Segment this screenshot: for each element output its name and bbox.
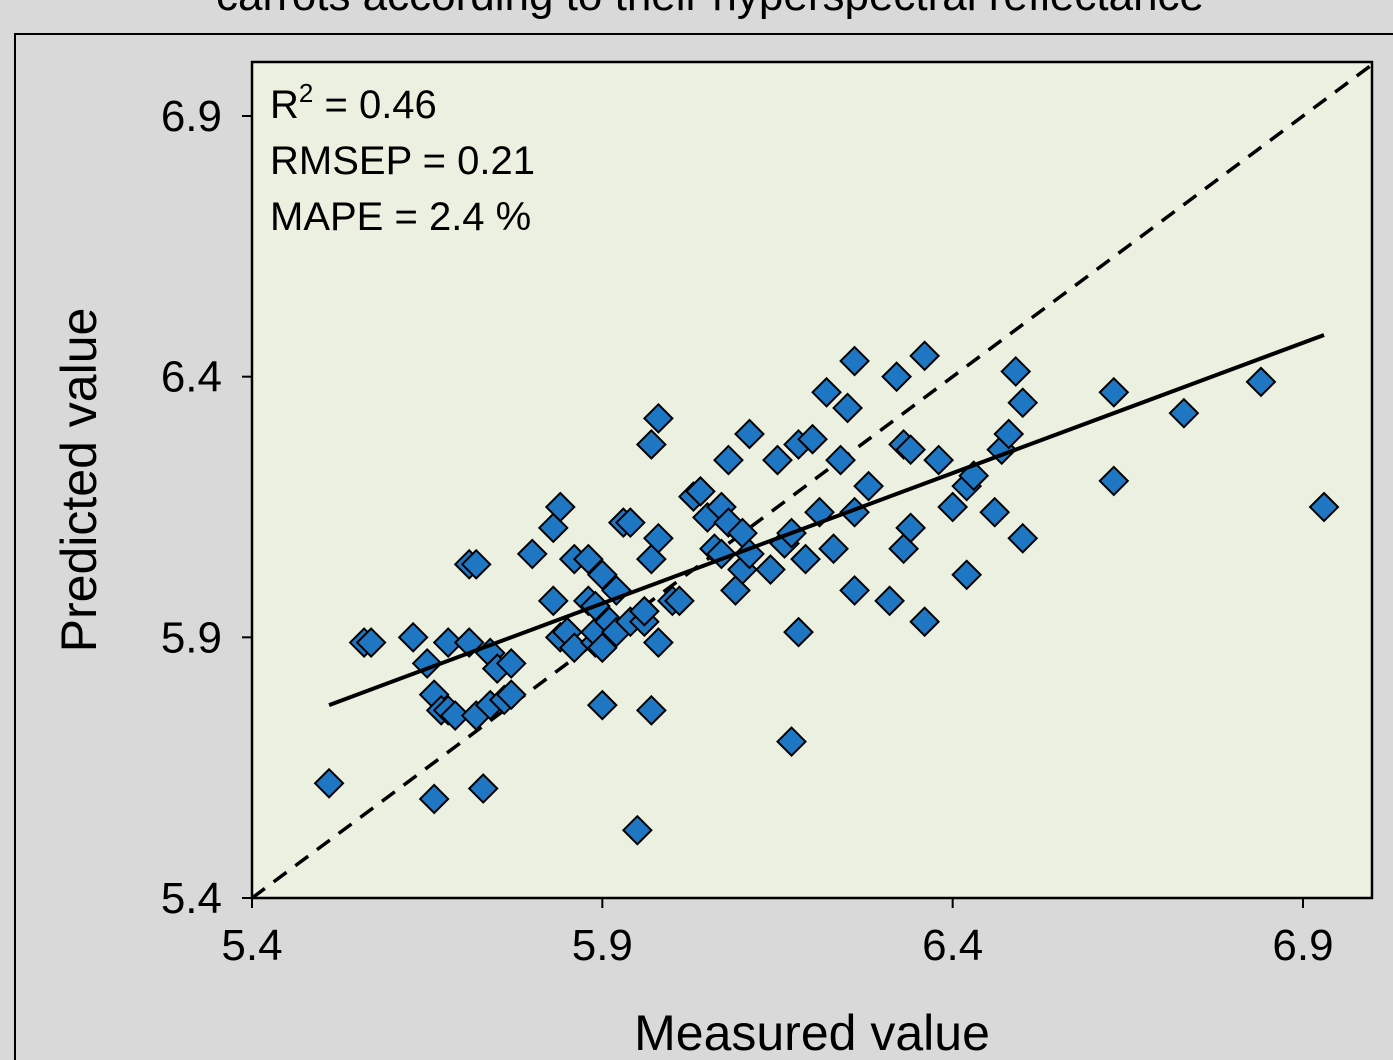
data-point — [818, 533, 849, 565]
data-point — [635, 429, 667, 460]
data-point — [1007, 387, 1039, 419]
plot-area — [250, 60, 1374, 900]
data-point — [586, 559, 618, 591]
data-point — [1098, 465, 1130, 497]
data-point — [313, 767, 345, 799]
data-point — [495, 647, 527, 679]
r2-stat: R2 = 0.46 — [270, 78, 437, 127]
data-point — [544, 491, 576, 523]
data-point — [755, 554, 786, 585]
data-point — [797, 423, 828, 455]
one-to-one-line — [250, 62, 1375, 900]
data-point — [811, 376, 842, 408]
data-point — [979, 496, 1011, 528]
data-point — [881, 361, 913, 393]
figure-frame — [14, 33, 1393, 1060]
rmsep-stat: RMSEP = 0.21 — [270, 139, 535, 183]
data-point — [839, 574, 870, 606]
data-point — [937, 491, 969, 523]
data-point — [516, 538, 548, 570]
data-point — [642, 402, 674, 434]
data-point — [923, 444, 955, 476]
data-point — [1007, 522, 1039, 554]
data-point — [355, 627, 387, 658]
data-point — [762, 444, 793, 476]
data-point — [467, 773, 499, 804]
data-point — [895, 512, 927, 544]
data-point — [642, 522, 674, 554]
data-point — [713, 444, 744, 476]
data-point — [628, 595, 660, 627]
data-point — [439, 700, 471, 731]
data-point — [1308, 491, 1340, 523]
data-point — [909, 606, 941, 638]
data-point — [460, 548, 492, 580]
y-axis-title: Predicted value — [51, 308, 107, 653]
data-point — [909, 340, 941, 372]
data-point — [397, 621, 429, 653]
x-axis-title: Measured value — [634, 1005, 990, 1060]
data-point — [1098, 376, 1130, 408]
data-point — [537, 585, 569, 617]
x-tick-label: 6.4 — [922, 921, 983, 970]
data-point — [832, 392, 863, 424]
x-tick-label: 5.4 — [221, 921, 282, 970]
data-point — [685, 475, 716, 507]
data-point — [642, 627, 674, 658]
data-point — [621, 814, 653, 846]
data-point — [418, 783, 450, 815]
data-point — [951, 559, 983, 591]
data-point — [790, 543, 821, 575]
y-tick-label: 6.9 — [161, 92, 222, 141]
data-point — [853, 470, 885, 502]
axes-layer: 5.4 5.9 6.4 6.9 5.4 5.9 6.4 6.9 — [161, 92, 1334, 970]
y-tick-label: 5.9 — [161, 613, 222, 662]
data-point — [1245, 366, 1277, 398]
data-point — [776, 726, 807, 758]
data-point — [825, 444, 856, 476]
data-point — [495, 679, 527, 711]
data-point — [839, 345, 870, 377]
data-point — [663, 585, 695, 617]
mape-stat: MAPE = 2.4 % — [270, 195, 531, 239]
chart-title: carrots according to their hyperspectral… — [216, 0, 1204, 20]
regression-line — [328, 333, 1325, 707]
reference-line-layer — [250, 62, 1375, 900]
data-point — [734, 418, 765, 450]
x-tick-label: 5.9 — [572, 921, 633, 970]
x-tick-label: 6.9 — [1272, 921, 1333, 970]
r2-superscript: 2 — [299, 78, 313, 108]
data-point — [432, 627, 464, 658]
fit-line-layer — [328, 333, 1325, 707]
data-point — [993, 418, 1025, 450]
y-tick-label: 6.4 — [161, 353, 222, 402]
data-point — [874, 585, 906, 617]
y-tick-label: 5.4 — [161, 874, 222, 923]
points-layer — [313, 340, 1340, 846]
data-point — [1000, 356, 1032, 387]
data-point — [572, 543, 604, 575]
data-point — [895, 434, 927, 466]
data-point — [614, 507, 646, 539]
data-point — [783, 616, 814, 648]
data-point — [1168, 397, 1200, 429]
data-point — [586, 689, 618, 721]
data-point — [635, 694, 667, 726]
data-point — [586, 632, 618, 664]
